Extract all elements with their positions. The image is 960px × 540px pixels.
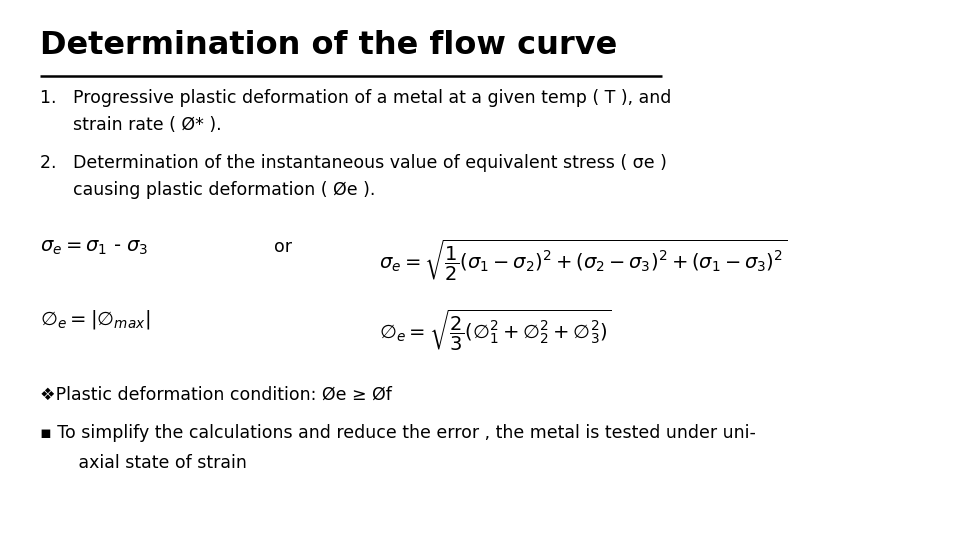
Text: strain rate ( Ø* ).: strain rate ( Ø* ). xyxy=(40,116,222,134)
Text: 1.   Progressive plastic deformation of a metal at a given temp ( T ), and: 1. Progressive plastic deformation of a … xyxy=(40,89,672,107)
Text: ▪ To simplify the calculations and reduce the error , the metal is tested under : ▪ To simplify the calculations and reduc… xyxy=(40,424,756,442)
Text: $\sigma_e = \sqrt{\dfrac{1}{2}(\sigma_1 - \sigma_2)^2 + (\sigma_2 - \sigma_3)^2 : $\sigma_e = \sqrt{\dfrac{1}{2}(\sigma_1 … xyxy=(379,238,787,283)
Text: $\varnothing_e = \sqrt{\dfrac{2}{3}(\varnothing_1^2 + \varnothing_2^2 + \varnoth: $\varnothing_e = \sqrt{\dfrac{2}{3}(\var… xyxy=(379,308,612,353)
Text: or: or xyxy=(274,238,292,255)
Text: $\varnothing_e = |\varnothing_{max}|$: $\varnothing_e = |\varnothing_{max}|$ xyxy=(40,308,151,331)
Text: Determination of the flow curve: Determination of the flow curve xyxy=(40,30,617,60)
Text: axial state of strain: axial state of strain xyxy=(62,454,248,471)
Text: 2.   Determination of the instantaneous value of equivalent stress ( σe ): 2. Determination of the instantaneous va… xyxy=(40,154,667,172)
Text: ❖Plastic deformation condition: Øe ≥ Øf: ❖Plastic deformation condition: Øe ≥ Øf xyxy=(40,386,393,404)
Text: causing plastic deformation ( Øe ).: causing plastic deformation ( Øe ). xyxy=(40,181,375,199)
Text: $\sigma_e = \sigma_1\ \text{-}\ \sigma_3$: $\sigma_e = \sigma_1\ \text{-}\ \sigma_3… xyxy=(40,238,149,256)
